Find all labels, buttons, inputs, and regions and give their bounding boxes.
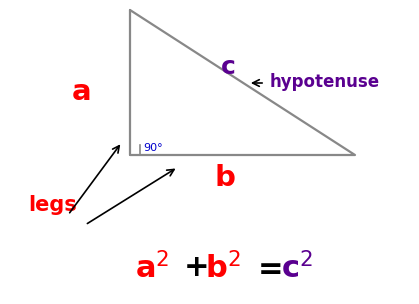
Text: $\mathbf{c}^2$: $\mathbf{c}^2$ [281,252,313,284]
Text: $\mathbf{=}$: $\mathbf{=}$ [252,254,282,282]
Text: hypotenuse: hypotenuse [270,73,380,91]
Text: a: a [72,78,92,106]
Text: legs: legs [28,195,77,215]
Text: $\mathbf{a}^2$: $\mathbf{a}^2$ [135,252,169,284]
Text: $\mathbf{b}^2$: $\mathbf{b}^2$ [205,252,241,284]
Text: 90°: 90° [143,143,163,153]
Text: b: b [215,164,235,192]
Text: $\mathbf{+}$: $\mathbf{+}$ [183,254,207,282]
Text: c: c [220,55,235,79]
